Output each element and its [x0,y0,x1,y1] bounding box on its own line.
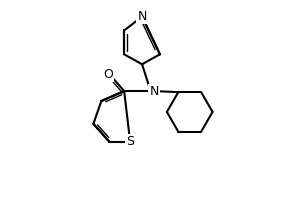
Text: S: S [126,135,134,148]
Text: N: N [137,10,147,23]
Text: N: N [149,85,159,98]
Text: O: O [103,68,113,81]
